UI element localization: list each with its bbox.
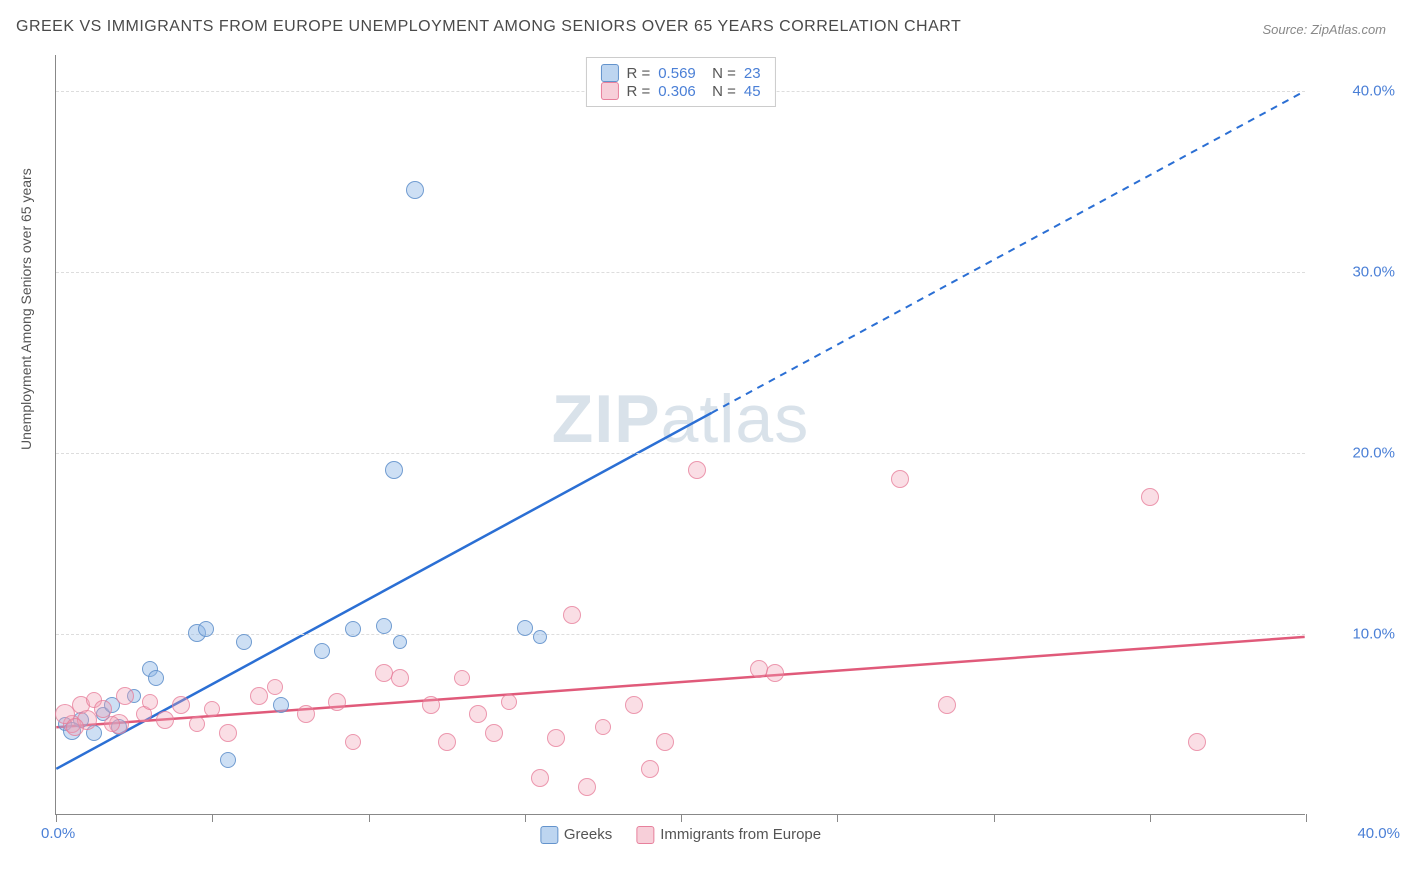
data-point: [220, 752, 236, 768]
data-point: [533, 630, 547, 644]
legend-row: R = 0.306 N = 45: [600, 82, 760, 100]
y-axis-label: Unemployment Among Seniors over 65 years: [18, 168, 34, 450]
data-point: [104, 716, 120, 732]
data-point: [236, 634, 252, 650]
data-point: [172, 696, 190, 714]
legend-swatch: [600, 82, 618, 100]
gridline: [56, 453, 1305, 454]
legend-row: R = 0.569 N = 23: [600, 64, 760, 82]
data-point: [142, 694, 158, 710]
data-point: [485, 724, 503, 742]
data-point: [189, 716, 205, 732]
data-point: [454, 670, 470, 686]
data-point: [250, 687, 268, 705]
data-point: [267, 679, 283, 695]
data-point: [156, 711, 174, 729]
data-point: [198, 621, 214, 637]
data-point: [273, 697, 289, 713]
data-point: [595, 719, 611, 735]
data-point: [314, 643, 330, 659]
watermark: ZIPatlas: [552, 380, 809, 458]
x-tick: [837, 814, 838, 822]
data-point: [385, 461, 403, 479]
legend-r-value: 0.306: [658, 83, 696, 100]
data-point: [469, 705, 487, 723]
data-point: [345, 734, 361, 750]
x-tick: [681, 814, 682, 822]
data-point: [766, 664, 784, 682]
y-tick-label: 20.0%: [1315, 445, 1395, 462]
data-point: [66, 718, 84, 736]
legend-n-label: N =: [704, 65, 736, 82]
legend-swatch: [600, 64, 618, 82]
data-point: [625, 696, 643, 714]
data-point: [938, 696, 956, 714]
x-tick: [1150, 814, 1151, 822]
data-point: [891, 470, 909, 488]
data-point: [422, 696, 440, 714]
legend-item: Greeks: [540, 826, 612, 844]
data-point: [656, 733, 674, 751]
data-point: [531, 769, 549, 787]
y-tick-label: 30.0%: [1315, 264, 1395, 281]
legend-r-value: 0.569: [658, 65, 696, 82]
data-point: [1188, 733, 1206, 751]
data-point: [391, 669, 409, 687]
x-tick: [994, 814, 995, 822]
legend-swatch: [636, 826, 654, 844]
x-axis-max-label: 40.0%: [1357, 825, 1400, 842]
series-legend: Greeks Immigrants from Europe: [540, 826, 821, 844]
x-tick: [525, 814, 526, 822]
x-tick: [1306, 814, 1307, 822]
data-point: [688, 461, 706, 479]
data-point: [547, 729, 565, 747]
data-point: [393, 635, 407, 649]
y-tick-label: 40.0%: [1315, 83, 1395, 100]
correlation-legend: R = 0.569 N = 23R = 0.306 N = 45: [585, 57, 775, 107]
data-point: [578, 778, 596, 796]
data-point: [406, 181, 424, 199]
data-point: [438, 733, 456, 751]
trend-lines: [56, 55, 1305, 814]
source-attribution: Source: ZipAtlas.com: [1262, 22, 1386, 37]
x-axis-min-label: 0.0%: [41, 825, 75, 842]
gridline: [56, 272, 1305, 273]
data-point: [116, 687, 134, 705]
plot-area: ZIPatlas R = 0.569 N = 23R = 0.306 N = 4…: [55, 55, 1305, 815]
legend-swatch: [540, 826, 558, 844]
data-point: [148, 670, 164, 686]
data-point: [641, 760, 659, 778]
data-point: [517, 620, 533, 636]
data-point: [219, 724, 237, 742]
data-point: [1141, 488, 1159, 506]
legend-n-value: 23: [744, 65, 761, 82]
data-point: [501, 694, 517, 710]
data-point: [563, 606, 581, 624]
data-point: [297, 705, 315, 723]
legend-n-value: 45: [744, 83, 761, 100]
x-tick: [212, 814, 213, 822]
x-tick: [56, 814, 57, 822]
legend-r-label: R =: [626, 83, 650, 100]
x-tick: [369, 814, 370, 822]
data-point: [376, 618, 392, 634]
data-point: [328, 693, 346, 711]
data-point: [345, 621, 361, 637]
data-point: [204, 701, 220, 717]
legend-n-label: N =: [704, 83, 736, 100]
legend-item: Immigrants from Europe: [636, 826, 821, 844]
y-tick-label: 10.0%: [1315, 626, 1395, 643]
chart-title: GREEK VS IMMIGRANTS FROM EUROPE UNEMPLOY…: [16, 18, 961, 36]
legend-r-label: R =: [626, 65, 650, 82]
